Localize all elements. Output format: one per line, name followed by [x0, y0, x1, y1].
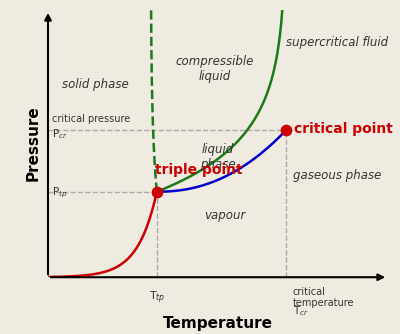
Text: T$_{cr}$: T$_{cr}$: [293, 304, 309, 318]
Point: [154, 189, 160, 194]
X-axis label: Temperature: Temperature: [163, 316, 273, 331]
Text: T$_{tp}$: T$_{tp}$: [148, 289, 165, 306]
Y-axis label: Pressure: Pressure: [26, 106, 41, 181]
Text: vapour: vapour: [204, 209, 246, 222]
Text: gaseous phase: gaseous phase: [293, 169, 381, 182]
Text: triple point: triple point: [155, 163, 243, 177]
Text: critical
temperature: critical temperature: [293, 287, 354, 308]
Text: critical pressure: critical pressure: [52, 114, 130, 124]
Point: [283, 128, 289, 133]
Text: compressible
liquid: compressible liquid: [176, 55, 254, 83]
Text: liquid
phase: liquid phase: [200, 143, 236, 171]
Text: critical point: critical point: [294, 122, 393, 136]
Text: supercritical fluid: supercritical fluid: [286, 36, 388, 48]
Text: solid phase: solid phase: [62, 78, 129, 91]
Text: P$_{cr}$: P$_{cr}$: [52, 127, 68, 141]
Text: P$_{tp}$: P$_{tp}$: [52, 186, 68, 200]
